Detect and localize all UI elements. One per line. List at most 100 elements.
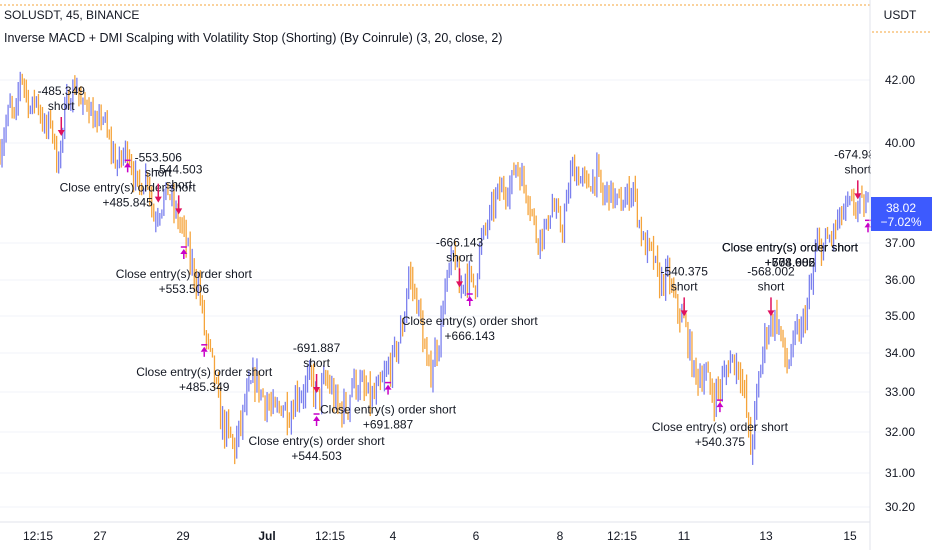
trade-type-label: short <box>48 99 75 113</box>
trade-type-label: Close entry(s) order short <box>652 420 789 434</box>
y-tick-label: 30.20 <box>885 500 915 514</box>
close-entry-marker[interactable]: Close entry(s) order short+485.349 <box>136 344 273 394</box>
x-tick-label: 6 <box>473 529 480 543</box>
currency-label: USDT <box>884 8 917 22</box>
trade-price-label: +553.506 <box>159 282 210 296</box>
close-entry-marker[interactable]: Close entry(s) order short+540.375 <box>652 399 789 449</box>
trade-type-label: Close entry(s) order short <box>116 267 253 281</box>
x-tick-label: 12:15 <box>607 529 637 543</box>
short-arrow-icon <box>680 310 688 317</box>
trade-type-label: short <box>145 166 172 180</box>
trade-type-label: short <box>165 177 192 191</box>
last-price-value: 38.02 <box>886 201 916 215</box>
last-price-change: −7.02% <box>880 215 921 229</box>
trade-type-label: short <box>671 279 698 293</box>
short-arrow-icon <box>57 130 65 136</box>
price-axis[interactable]: 42.00 40.00 37.00 36.00 35.00 34.00 33.00 32.00… <box>885 73 915 514</box>
trade-type-label: short <box>303 356 330 370</box>
trade-price-label: +568.002 <box>765 255 816 269</box>
y-tick-label: 36.00 <box>885 273 915 287</box>
trade-type-label: Close entry(s) order short <box>722 240 859 254</box>
close-entry-marker[interactable]: Close entry(s) order short+485.845 <box>60 159 197 209</box>
y-tick-label: 34.00 <box>885 346 915 360</box>
close-entry-marker[interactable]: Close entry(s) order short+666.143 <box>402 293 539 343</box>
x-tick-label: 12:15 <box>23 529 53 543</box>
trade-price-label: -485.349 <box>38 84 86 98</box>
y-tick-label: 35.00 <box>885 309 915 323</box>
close-arrow-icon <box>200 346 208 352</box>
time-axis[interactable]: 12:15 27 29 Jul 12:15 4 6 8 12:15 11 13 15 <box>23 529 857 543</box>
close-arrow-icon <box>180 249 188 254</box>
trade-type-label: short <box>758 279 785 293</box>
close-arrow-icon <box>313 416 321 421</box>
short-arrow-icon <box>313 387 321 393</box>
x-tick-label: 27 <box>93 529 107 543</box>
trade-type-label: short <box>446 250 473 264</box>
trade-type-label: Close entry(s) order short <box>402 314 539 328</box>
x-tick-label: 12:15 <box>315 529 345 543</box>
x-tick-label: 13 <box>759 529 773 543</box>
x-tick-label: 8 <box>557 529 564 543</box>
trade-type-label: Close entry(s) order short <box>320 403 457 417</box>
trade-price-label: +540.375 <box>695 435 746 449</box>
close-arrow-icon <box>384 384 392 390</box>
x-tick-label: Jul <box>258 529 275 543</box>
trade-type-label: Close entry(s) order short <box>136 365 273 379</box>
close-entry-marker[interactable]: Close entry(s) order short+691.887 <box>320 381 457 432</box>
short-arrow-icon <box>854 193 862 200</box>
close-arrow-icon <box>124 162 132 168</box>
short-arrow-icon <box>456 281 464 288</box>
trade-price-label: -553.506 <box>135 151 183 165</box>
trade-price-label: -544.503 <box>155 162 203 176</box>
symbol-title: SOLUSDT, 45, BINANCE <box>4 8 140 22</box>
strategy-title: Inverse MACD + DMI Scalping with Volatil… <box>4 31 503 45</box>
trade-price-label: +485.349 <box>179 380 230 394</box>
x-tick-label: 29 <box>176 529 190 543</box>
candlestick-series <box>0 71 869 465</box>
trade-price-label: -540.375 <box>661 264 709 278</box>
price-tag-box <box>871 197 932 231</box>
y-tick-label: 40.00 <box>885 136 915 150</box>
trade-type-label: Close entry(s) order short <box>722 240 859 254</box>
trade-type-label: Close entry(s) order short <box>60 180 197 194</box>
trade-price-label: +544.503 <box>291 449 342 463</box>
price-axis-background <box>871 0 932 522</box>
close-arrow-icon <box>716 402 724 408</box>
x-tick-label: 11 <box>678 529 691 543</box>
close-entry-marker[interactable]: Close entry(s) order short+568.002 <box>722 219 872 269</box>
trade-price-label: +674.985 <box>765 255 816 269</box>
trade-price-label: +708.606 <box>765 255 816 269</box>
short-arrow-icon <box>154 196 162 203</box>
close-arrow-icon <box>466 296 474 301</box>
short-arrow-icon <box>175 208 183 215</box>
x-tick-label: 4 <box>390 529 397 543</box>
last-price-tag: 38.02−7.02% <box>871 197 932 231</box>
x-tick-label: 15 <box>843 529 857 543</box>
close-entry-marker[interactable]: Close entry(s) order short+544.503 <box>249 413 386 463</box>
trade-price-label: -666.143 <box>436 235 484 249</box>
y-tick-label: 42.00 <box>885 73 915 87</box>
short-arrow-icon <box>767 310 775 317</box>
close-entry-marker[interactable]: Close entry(s) order short+553.506 <box>116 246 253 296</box>
trade-price-label: +485.845 <box>102 195 153 209</box>
trade-price-label: +666.143 <box>445 329 496 343</box>
trade-price-label: -691.887 <box>293 341 341 355</box>
y-tick-label: 31.00 <box>885 466 915 480</box>
y-tick-label: 33.00 <box>885 385 915 399</box>
y-tick-label: 32.00 <box>885 425 915 439</box>
trade-price-label: +691.887 <box>363 418 414 432</box>
trade-type-label: Close entry(s) order short <box>722 240 859 254</box>
trade-type-label: short <box>844 162 871 176</box>
trade-price-label: -568.002 <box>747 264 795 278</box>
close-entry-marker[interactable]: Close entry(s) order short+708.606 <box>722 219 908 269</box>
trade-type-label: Close entry(s) order short <box>249 434 386 448</box>
